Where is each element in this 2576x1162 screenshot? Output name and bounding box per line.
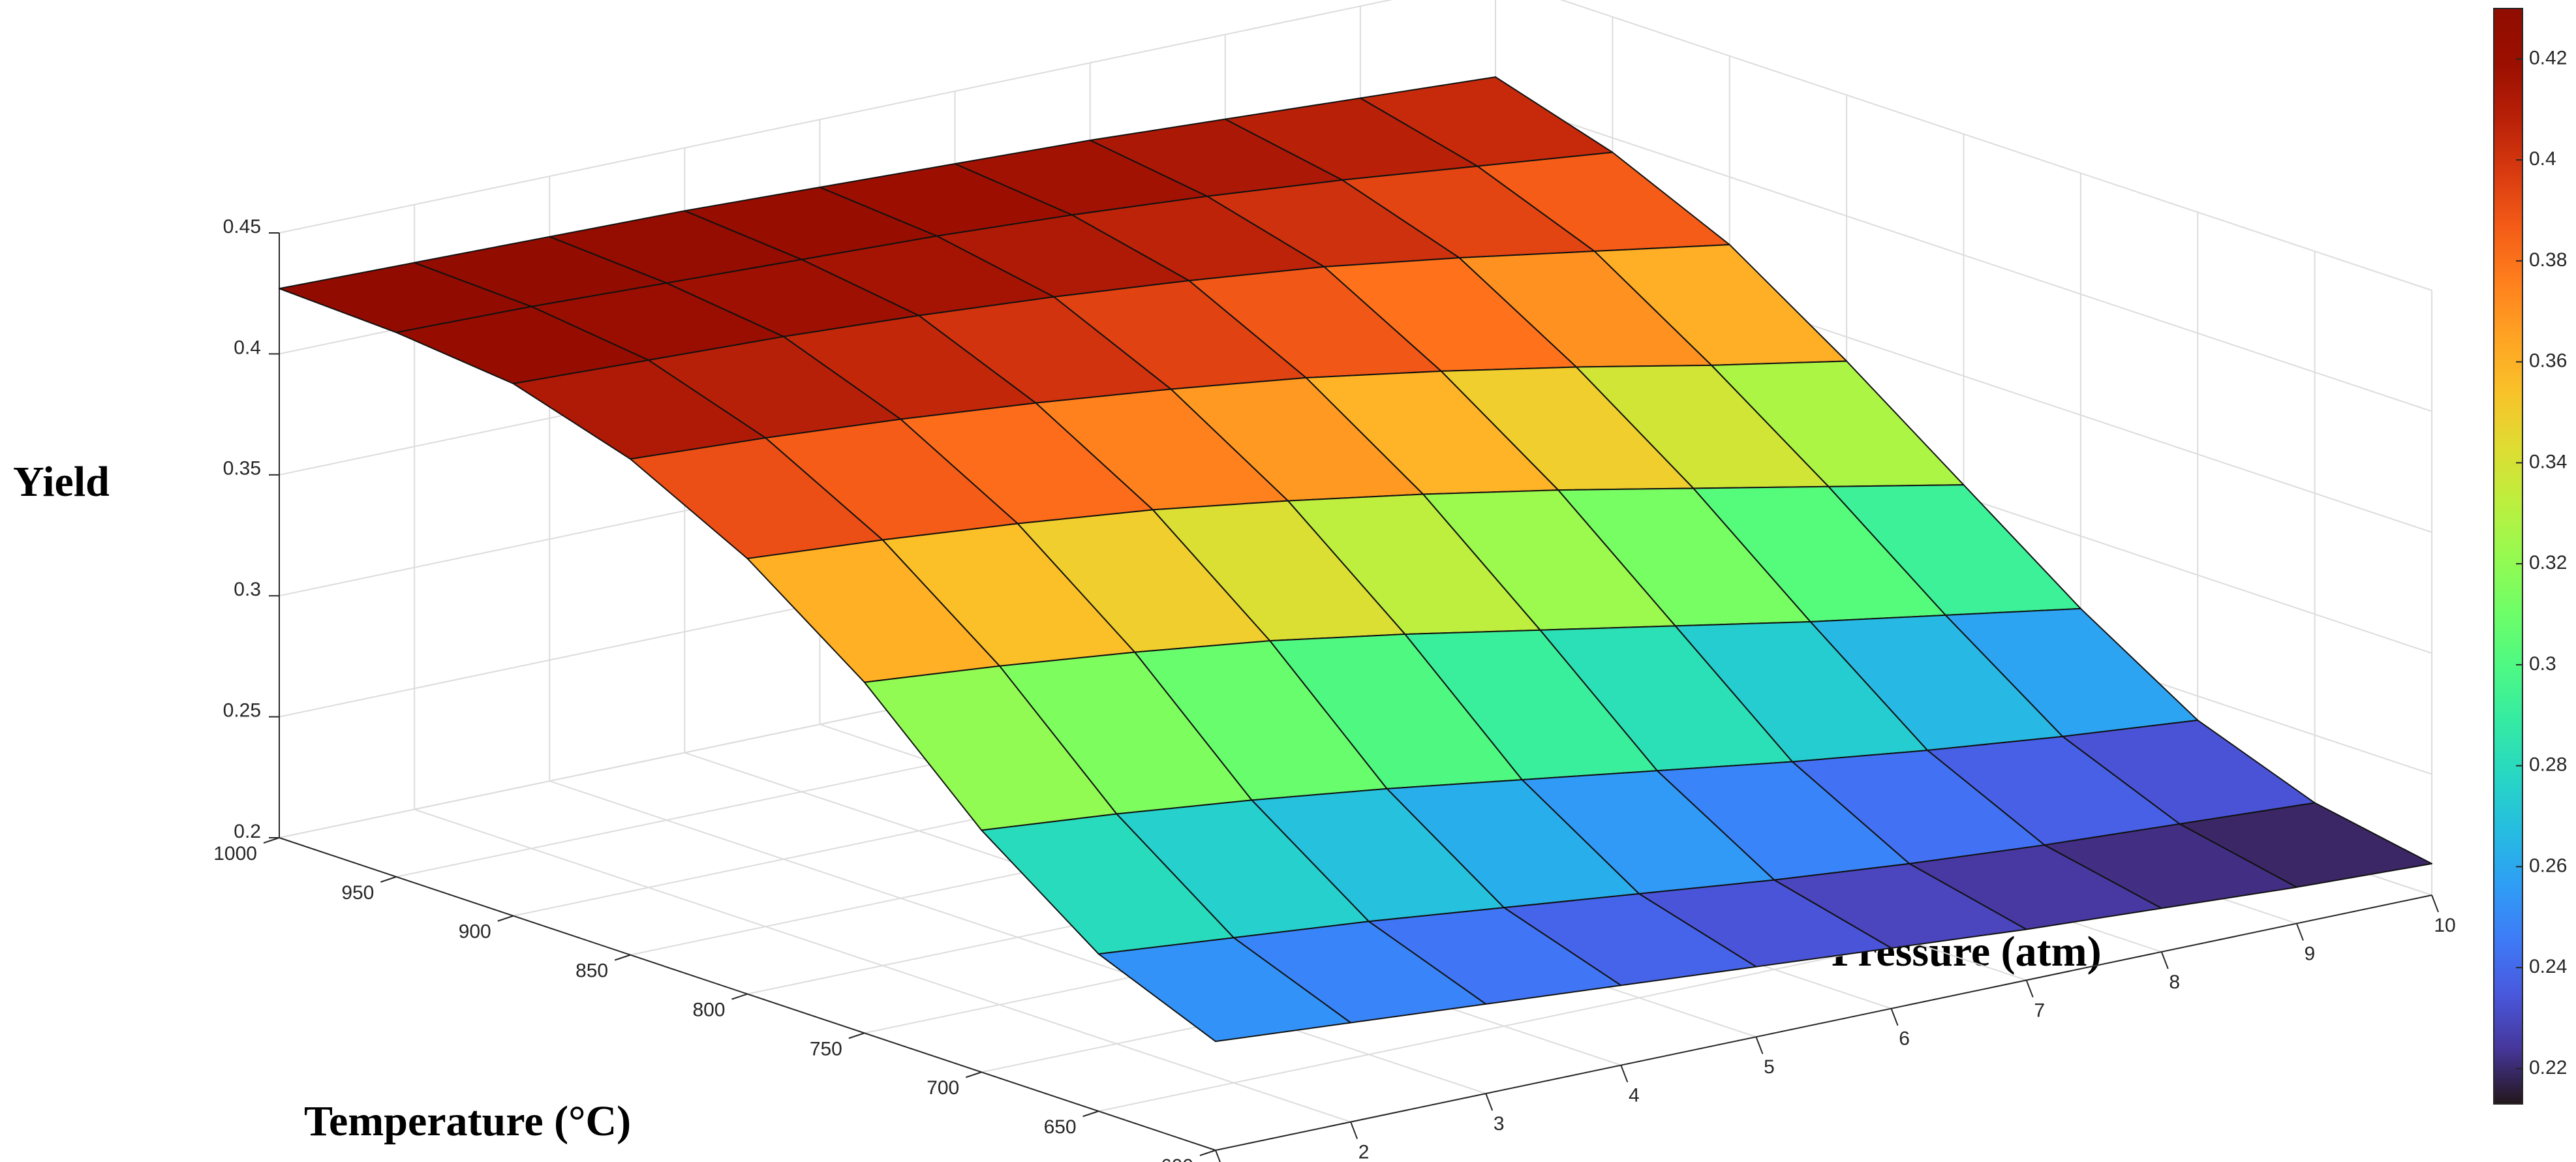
- axis-line: [1215, 894, 2432, 1151]
- x-tick-label: 9: [2305, 943, 2316, 964]
- x-tick-label: 3: [1494, 1113, 1505, 1135]
- tick-mark: [497, 915, 514, 922]
- grid-line: [1495, 98, 2432, 412]
- tick-mark: [614, 954, 631, 961]
- tick-mark: [1215, 1150, 1221, 1162]
- colorbar-tick-label: 0.4: [2529, 148, 2556, 170]
- tick-mark: [1485, 1093, 1494, 1111]
- y-tick-label: 1000: [213, 843, 257, 864]
- surface-patch: [1097, 937, 1352, 1043]
- x-tick-label: 10: [2434, 915, 2455, 936]
- x-tick-label: 4: [1629, 1085, 1640, 1107]
- surface: [279, 76, 2432, 1043]
- colorbar: [2493, 8, 2523, 1105]
- tick-mark: [1350, 1122, 1358, 1139]
- y-tick-label: 600: [1161, 1155, 1193, 1162]
- y-tick-label: 950: [341, 882, 374, 904]
- tick-mark: [731, 993, 748, 1000]
- tick-mark: [1755, 1036, 1764, 1054]
- colorbar-tick-label: 0.42: [2529, 47, 2567, 69]
- z-tick-label: 0.35: [223, 458, 261, 480]
- tick-mark: [2025, 979, 2034, 998]
- tick-mark: [1199, 1150, 1216, 1156]
- tick-mark: [380, 876, 397, 883]
- tick-mark: [848, 1032, 865, 1039]
- tick-mark: [965, 1071, 982, 1078]
- z-tick-label: 0.25: [223, 700, 261, 722]
- colorbar-tick-label: 0.26: [2529, 855, 2567, 876]
- z-tick-label: 0.2: [234, 821, 261, 842]
- y-axis-title: Temperature (°C): [304, 1097, 631, 1145]
- colorbar-tick-label: 0.3: [2529, 653, 2556, 675]
- y-tick-label: 750: [810, 1038, 842, 1060]
- y-tick-label: 800: [692, 999, 725, 1020]
- tick-mark: [263, 837, 280, 844]
- x-tick-label: 6: [1899, 1028, 1910, 1050]
- grid-line: [1559, 0, 2432, 291]
- y-tick-label: 700: [927, 1077, 959, 1099]
- colorbar-tick-label: 0.28: [2529, 754, 2567, 776]
- tick-mark: [1082, 1110, 1099, 1118]
- z-tick-label: 0.4: [234, 337, 261, 358]
- colorbar-tick-label: 0.22: [2529, 1057, 2567, 1078]
- colorbar-tick-label: 0.38: [2529, 249, 2567, 271]
- z-axis-title: Yield: [13, 458, 110, 506]
- colorbar-tick-label: 0.32: [2529, 552, 2567, 573]
- tick-mark: [2160, 951, 2169, 970]
- x-tick-label: 2: [1358, 1141, 1370, 1162]
- colorbar-tick-label: 0.34: [2529, 451, 2567, 472]
- y-tick-label: 850: [575, 960, 608, 982]
- x-tick-label: 7: [2034, 1000, 2045, 1021]
- y-tick-label: 900: [459, 921, 491, 943]
- grid-line: [279, 0, 1393, 234]
- tick-mark: [2295, 923, 2304, 941]
- x-tick-label: 5: [1764, 1056, 1775, 1078]
- tick-mark: [1890, 1008, 1899, 1026]
- y-tick-label: 650: [1044, 1116, 1077, 1138]
- tick-mark: [2431, 894, 2439, 913]
- x-tick-label: 8: [2169, 971, 2180, 993]
- z-tick-label: 0.45: [223, 216, 261, 237]
- colorbar-tick-label: 0.36: [2529, 350, 2567, 372]
- colorbar-tick-label: 0.24: [2529, 956, 2567, 977]
- z-tick-label: 0.3: [234, 579, 261, 600]
- tick-mark: [1620, 1065, 1629, 1083]
